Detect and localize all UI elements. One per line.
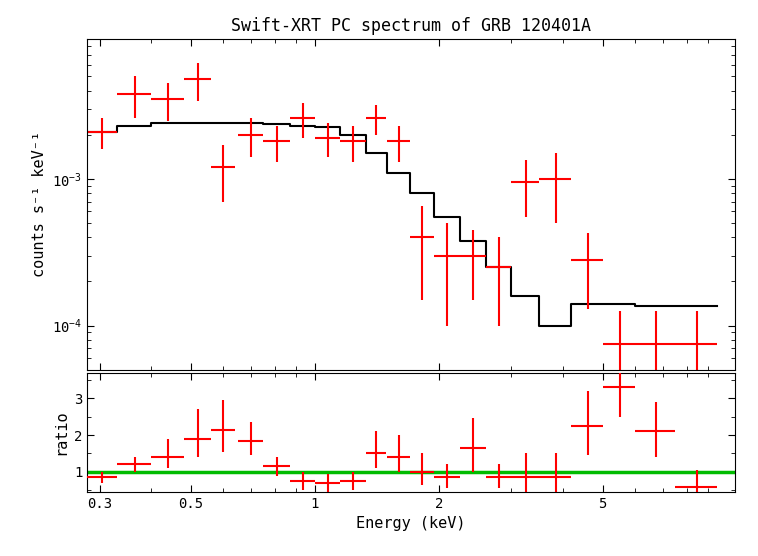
Y-axis label: counts s⁻¹ keV⁻¹: counts s⁻¹ keV⁻¹ [32,131,47,277]
X-axis label: Energy (keV): Energy (keV) [356,517,466,532]
Y-axis label: ratio: ratio [53,409,68,455]
Title: Swift-XRT PC spectrum of GRB 120401A: Swift-XRT PC spectrum of GRB 120401A [231,17,591,34]
